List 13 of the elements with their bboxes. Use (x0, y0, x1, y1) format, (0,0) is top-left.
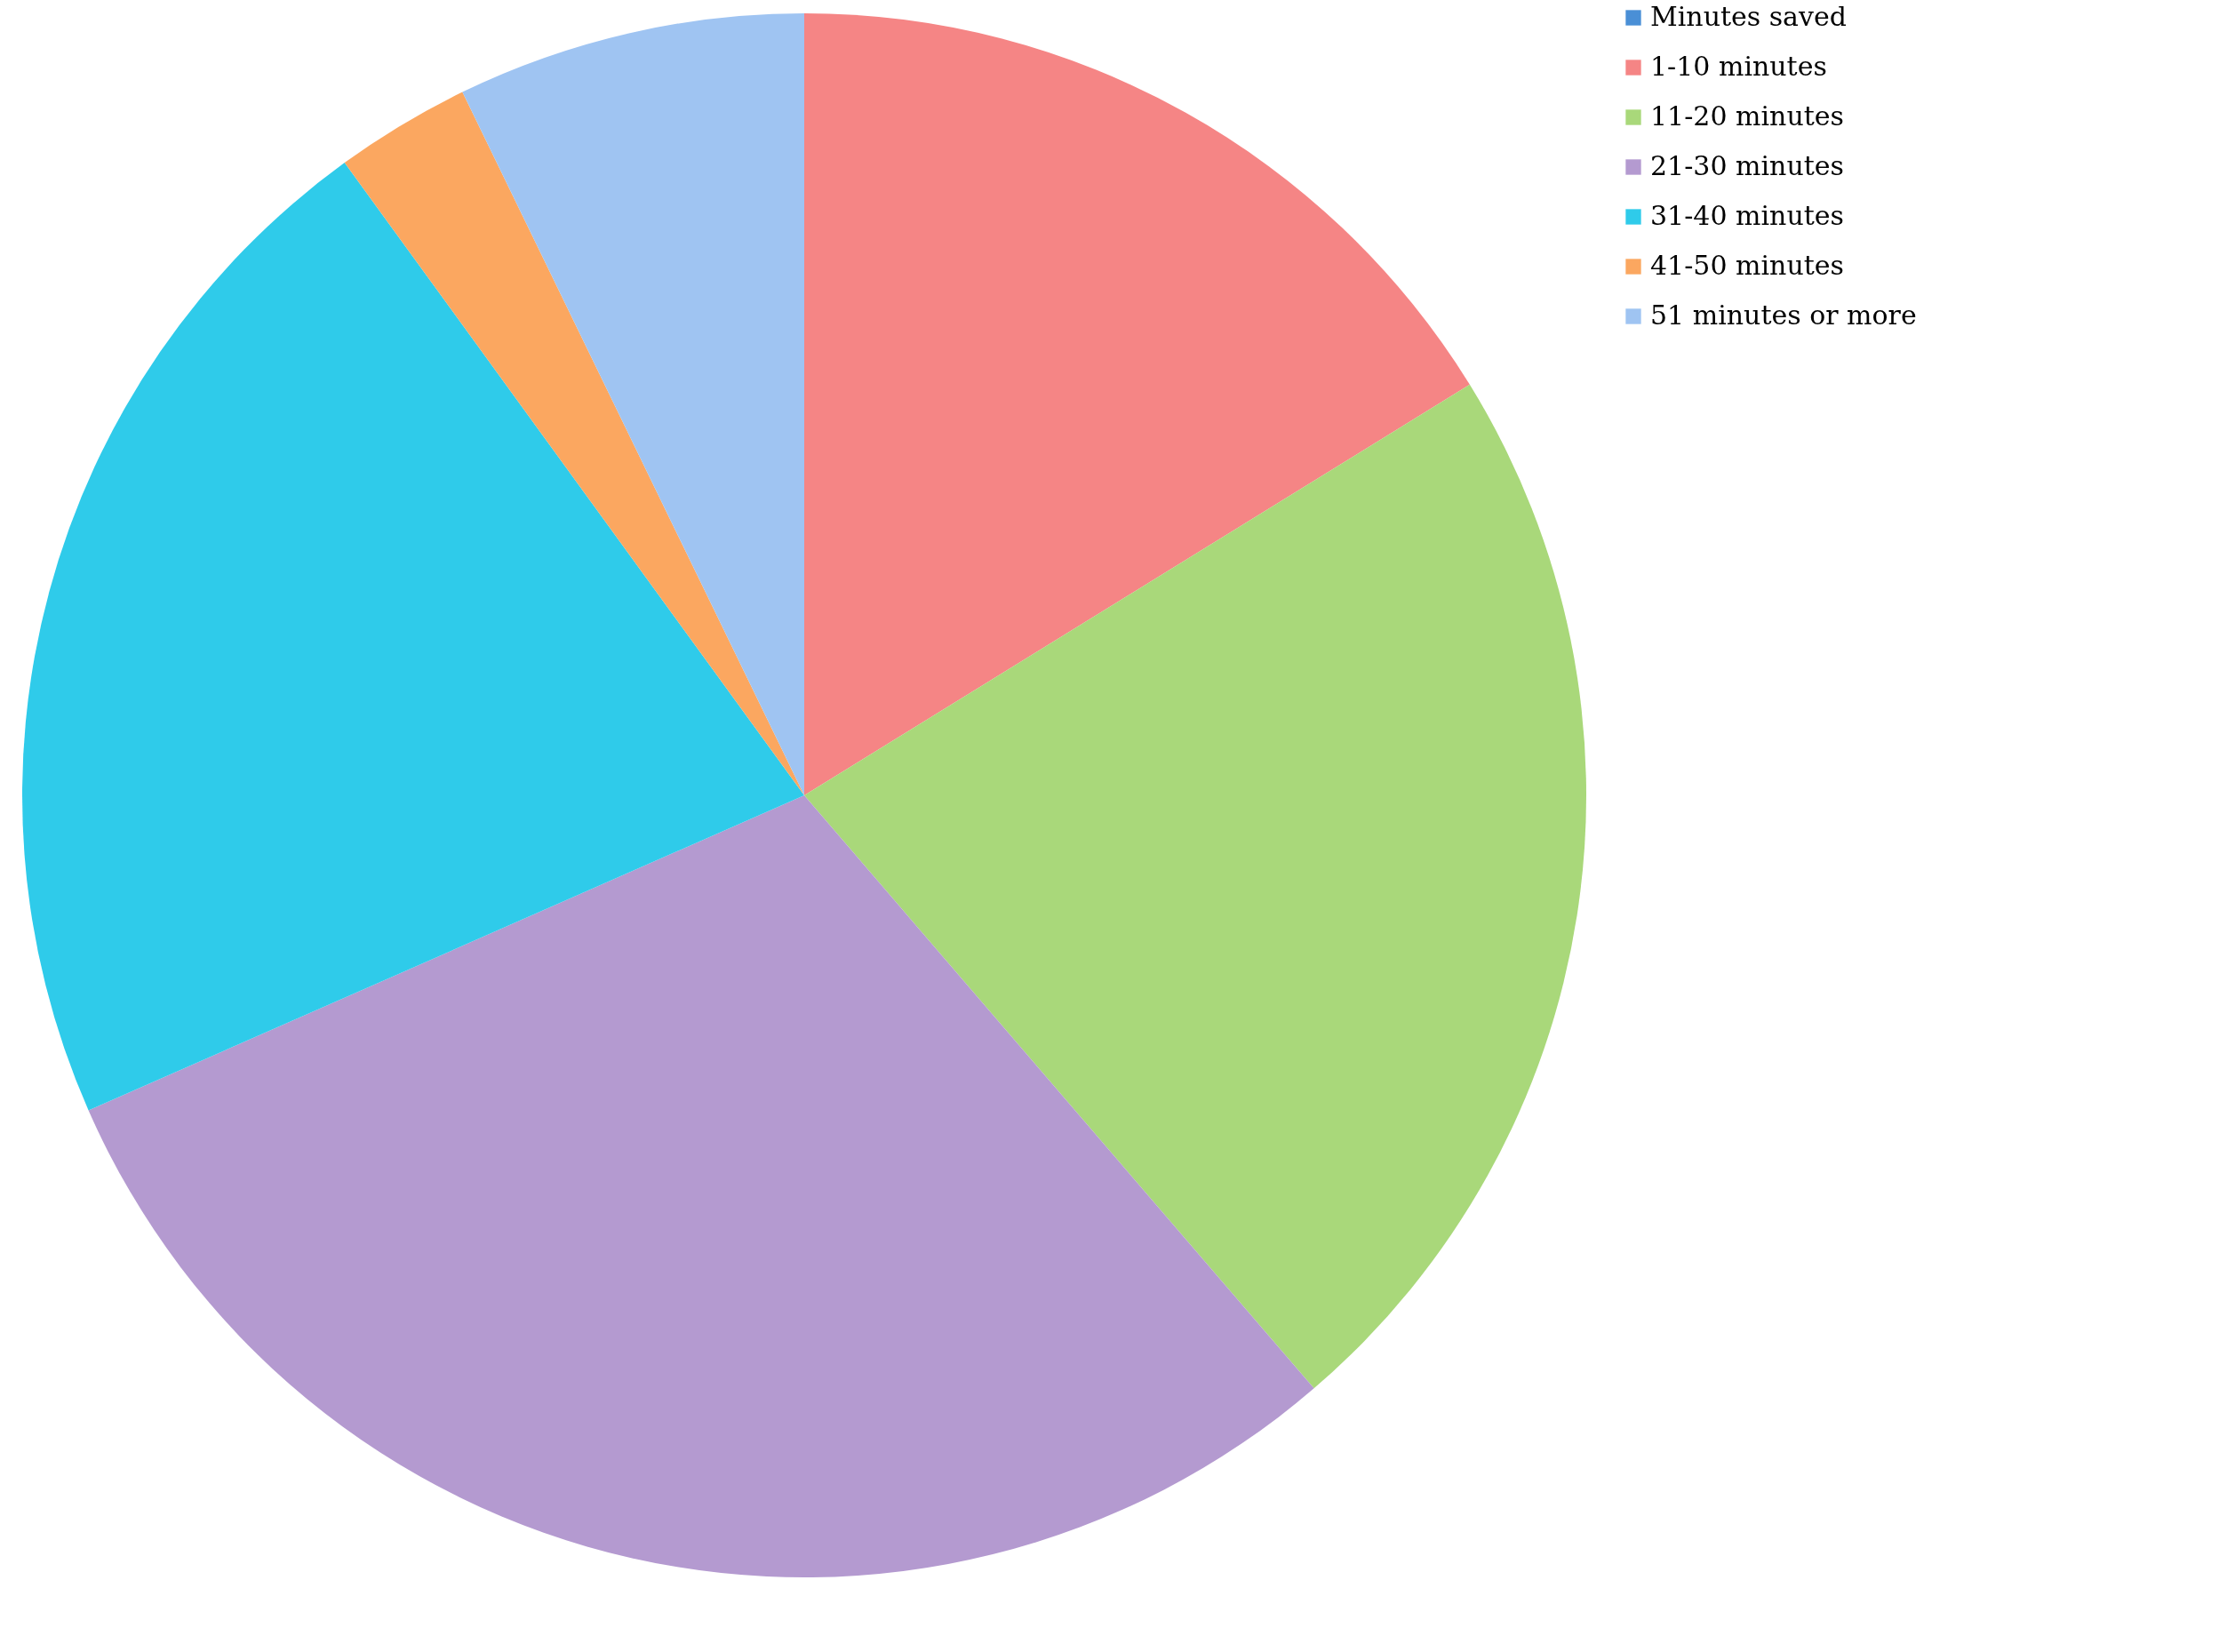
legend-label: 11-20 minutes (1650, 100, 1844, 132)
pie-slice (462, 13, 804, 795)
legend-label: 41-50 minutes (1650, 250, 1844, 281)
pie-slice (344, 92, 804, 795)
legend-label: 1-10 minutes (1650, 51, 1827, 82)
legend-label: 21-30 minutes (1650, 150, 1844, 181)
legend-label: 31-40 minutes (1650, 200, 1844, 231)
pie-slice (804, 384, 1586, 1389)
legend-label: 51 minutes or more (1650, 299, 1917, 331)
pie-slice (804, 13, 1470, 795)
pie-slice (88, 795, 1314, 1577)
legend-label: Minutes saved (1650, 1, 1847, 32)
pie-slice (22, 163, 804, 1111)
